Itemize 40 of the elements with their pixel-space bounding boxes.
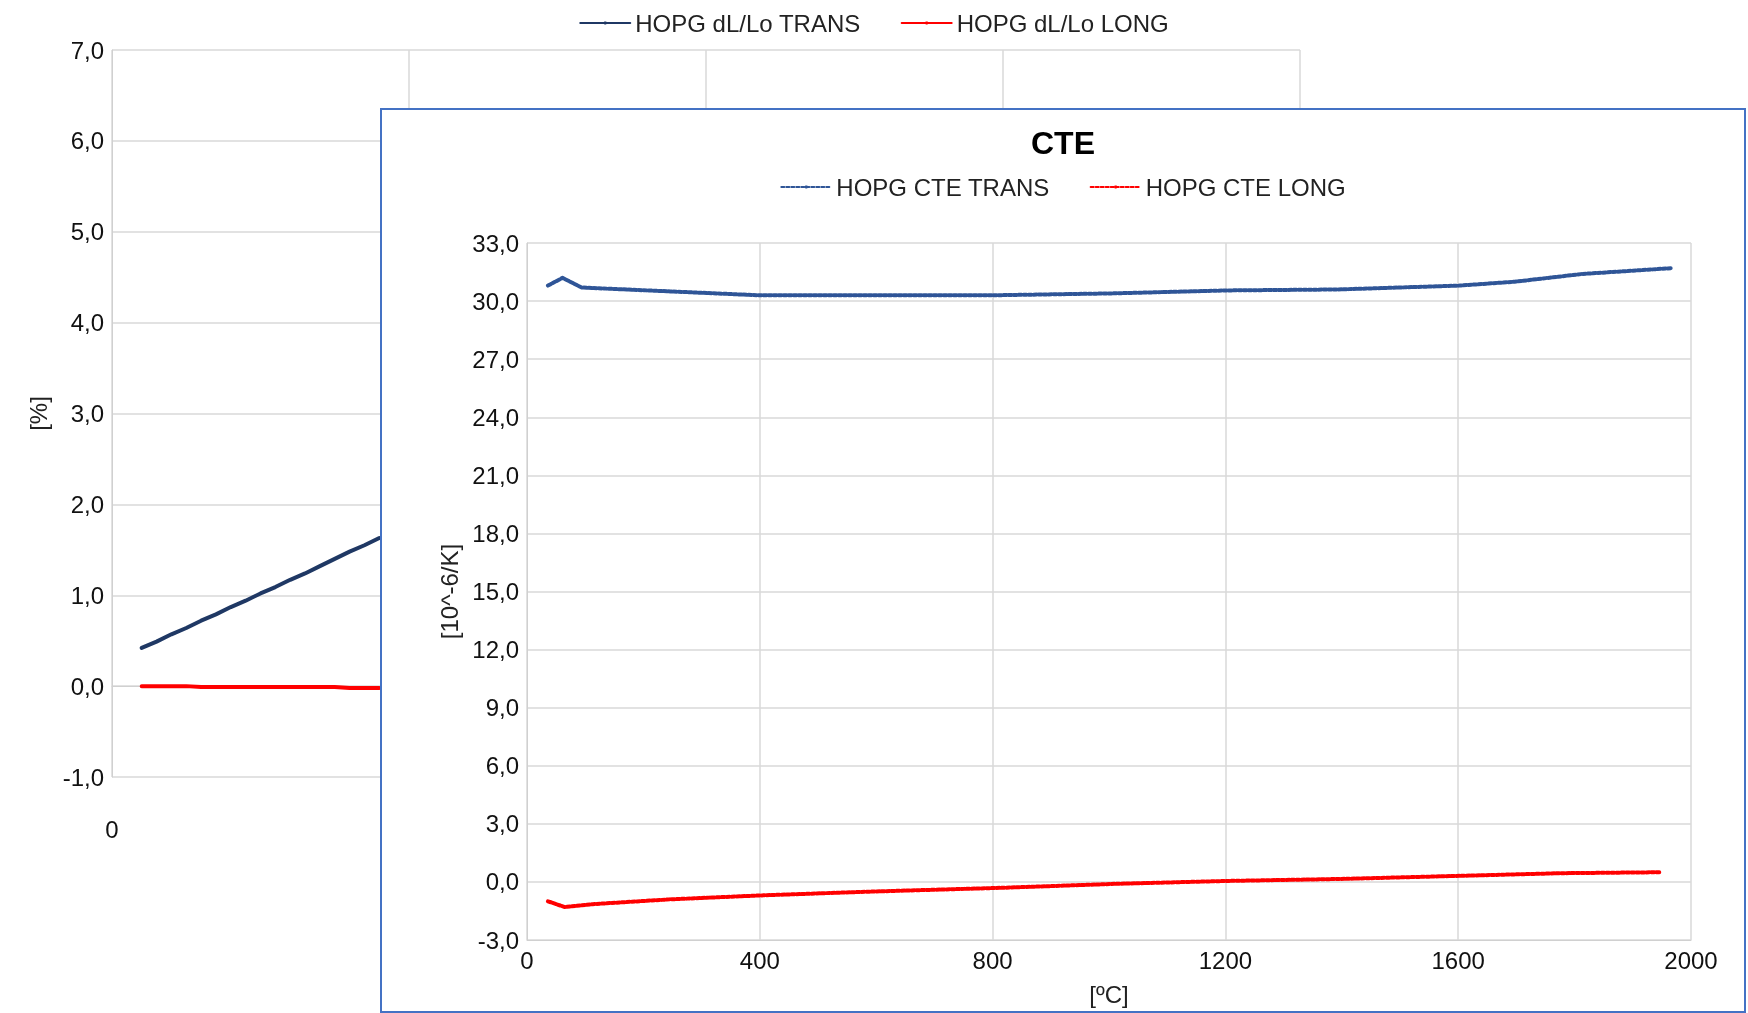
legend-label: HOPG CTE TRANS xyxy=(836,173,1050,201)
x-tick-label: 0 xyxy=(520,946,534,974)
x-tick-label: 800 xyxy=(972,946,1013,974)
x-tick-label: 2000 xyxy=(1664,946,1718,974)
y-tick-label: 3,0 xyxy=(70,400,104,427)
y-tick-label: 0,0 xyxy=(485,868,519,896)
y-tick-label: 1,0 xyxy=(70,581,104,609)
y-tick-label: 5,0 xyxy=(70,218,104,246)
y-tick-label: 24,0 xyxy=(472,403,519,431)
y-tick-label: 0,0 xyxy=(70,672,104,700)
y-tick-label: 15,0 xyxy=(472,578,519,605)
y-tick-label: 33,0 xyxy=(472,229,519,257)
x-tick-label: 0 xyxy=(105,815,119,843)
y-axis-title: [%] xyxy=(24,396,52,431)
y-tick-label: 27,0 xyxy=(472,345,519,373)
x-tick-label: 400 xyxy=(739,946,780,974)
y-tick-label: 21,0 xyxy=(472,461,519,489)
y-tick-label: 7,0 xyxy=(70,36,104,64)
y-tick-label: 18,0 xyxy=(472,519,519,547)
y-tick-label: 4,0 xyxy=(70,309,104,337)
chart-title: CTE xyxy=(1031,125,1095,161)
y-tick-label: -1,0 xyxy=(62,763,104,791)
y-tick-label: 2,0 xyxy=(70,490,104,518)
legend-label: HOPG dL/Lo TRANS xyxy=(635,9,861,37)
y-tick-label: 12,0 xyxy=(472,636,519,664)
legend-label: HOPG CTE LONG xyxy=(1145,173,1346,201)
line-series xyxy=(545,870,1663,910)
legend-label: HOPG dL/Lo LONG xyxy=(956,9,1169,37)
y-tick-label: 9,0 xyxy=(485,694,519,722)
y-tick-label: -3,0 xyxy=(477,926,519,954)
line-series xyxy=(139,536,382,650)
y-axis-title: [10^-6/K] xyxy=(435,543,463,640)
y-tick-label: 6,0 xyxy=(485,752,519,780)
y-tick-label: 6,0 xyxy=(70,127,104,155)
y-tick-label: 30,0 xyxy=(472,287,519,315)
x-tick-label: 1600 xyxy=(1431,946,1485,974)
line-series xyxy=(545,266,1674,298)
x-axis-title: [ºC] xyxy=(1089,980,1129,1008)
y-tick-label: 3,0 xyxy=(485,810,519,838)
x-tick-label: 1200 xyxy=(1198,946,1253,974)
